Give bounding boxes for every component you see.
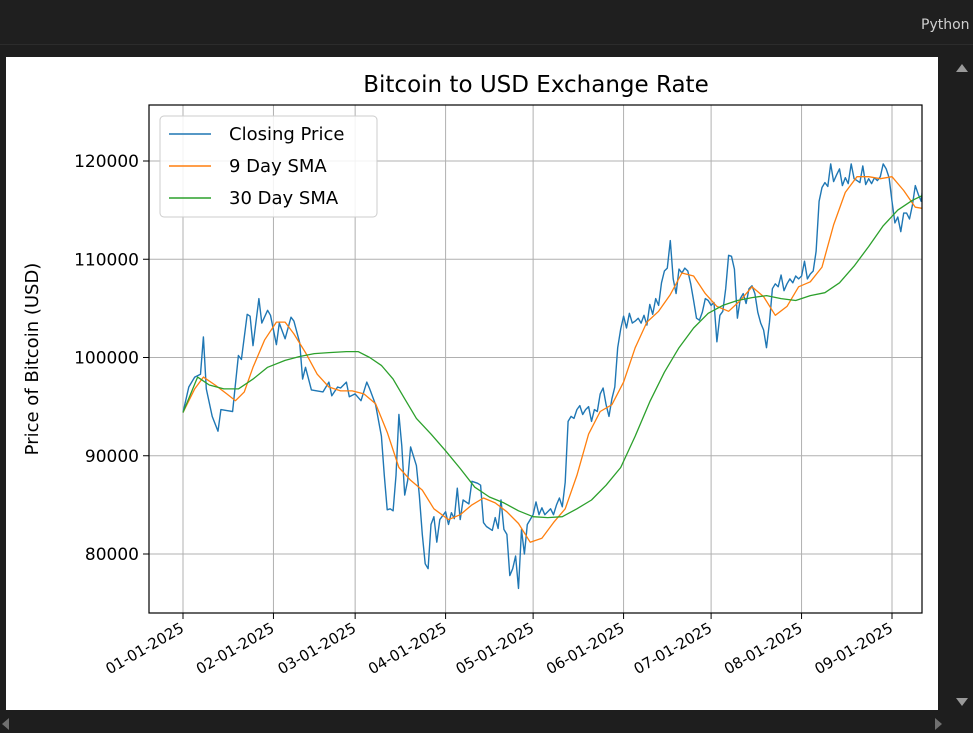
grid (149, 105, 922, 613)
scroll-left-arrow-icon[interactable] (2, 718, 9, 730)
closing-price-line (182, 163, 922, 590)
y-tick-label: 100000 (74, 349, 139, 369)
series-lines (182, 163, 922, 590)
plot-frame (148, 104, 923, 614)
legend-box (159, 115, 378, 218)
legend: Closing Price 9 Day SMA 30 Day SMA (159, 115, 378, 218)
sma9-line (182, 176, 922, 543)
scroll-down-arrow-icon[interactable] (956, 698, 968, 706)
scroll-up-arrow-icon[interactable] (956, 64, 968, 72)
y-tick-label: 120000 (74, 152, 139, 172)
sma30-line (182, 195, 922, 519)
window-titlebar: Python (0, 0, 973, 45)
horizontal-scrollbar[interactable] (0, 712, 973, 733)
y-axis-label: Price of Bitcoin (USD) (22, 263, 43, 456)
legend-entry: Closing Price (229, 124, 344, 145)
app-name: Python (921, 17, 970, 33)
scroll-right-arrow-icon[interactable] (935, 718, 942, 730)
y-tick-label: 90000 (85, 447, 139, 467)
chart-title: Bitcoin to USD Exchange Rate (363, 72, 708, 98)
legend-entry: 9 Day SMA (229, 156, 327, 177)
figure-background (6, 57, 938, 710)
figure-canvas: 01-01-2025 02-01-2025 03-01-2025 04-01-2025… (6, 57, 938, 710)
vertical-scrollbar[interactable] (940, 57, 973, 710)
y-tick-label: 80000 (85, 545, 139, 565)
legend-entry: 30 Day SMA (229, 188, 339, 209)
y-tick-label: 110000 (74, 250, 139, 270)
